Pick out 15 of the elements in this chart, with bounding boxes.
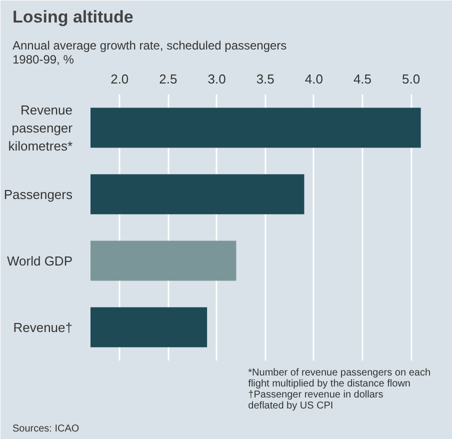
x-tick-label: 5.0 xyxy=(402,72,420,86)
y-tick-label: Revenue passenger kilometres* xyxy=(8,102,74,154)
text: *Number of revenue passengers on each flight multiplied by the distance flown †Passenger revenue in dollars deflated by US CPI xyxy=(248,368,431,412)
chart-title: Losing altitude xyxy=(12,8,134,26)
x-tick-label: 3.5 xyxy=(256,72,274,86)
x-tick-label: 2.5 xyxy=(159,72,178,86)
y-tick-label: Revenue† xyxy=(13,320,73,335)
x-tick-label: 2.0 xyxy=(110,72,129,86)
x-tick-label: 4.0 xyxy=(304,72,323,86)
y-tick-label: Passengers xyxy=(4,186,73,202)
chart-subtitle: Annual average growth rate, scheduled passengers 1980-99, % xyxy=(12,38,287,66)
x-tick-label: 4.5 xyxy=(353,72,372,86)
source-note: Sources: ICAO xyxy=(12,424,80,434)
y-tick-label: World GDP xyxy=(7,253,73,268)
x-tick-label: 3.0 xyxy=(208,72,226,86)
